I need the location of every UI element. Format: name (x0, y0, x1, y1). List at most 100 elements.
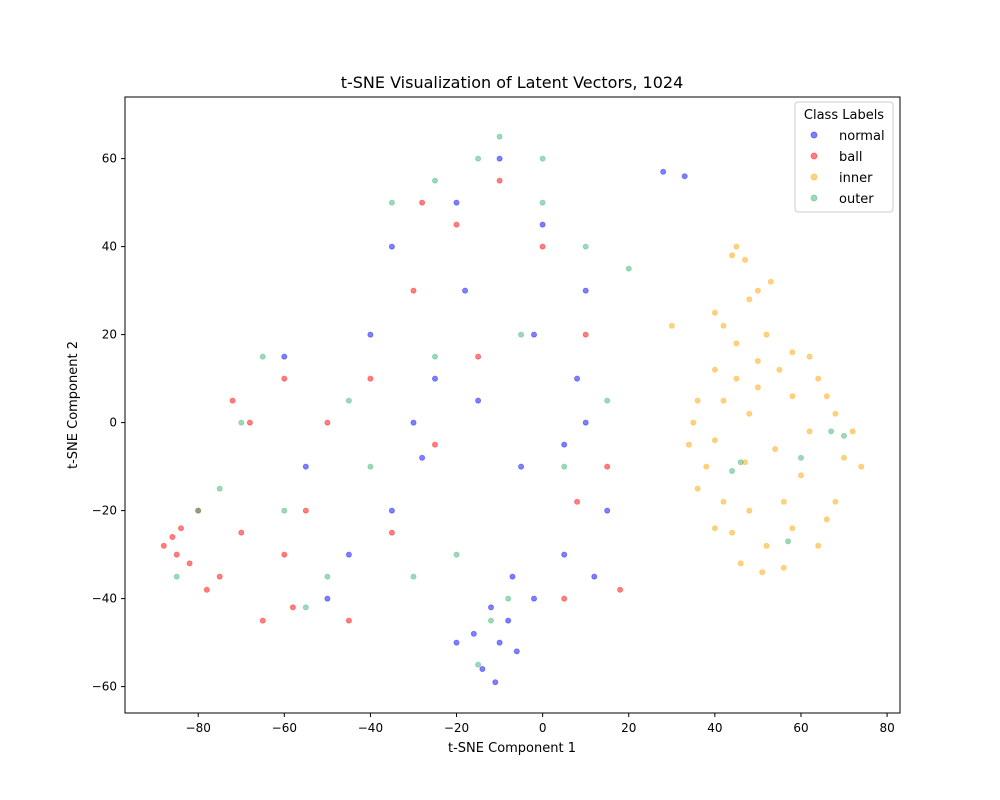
point-normal (604, 507, 611, 514)
point-outer (195, 507, 202, 514)
point-ball (574, 498, 581, 505)
point-ball (475, 353, 482, 360)
point-outer (259, 353, 266, 360)
point-normal (410, 419, 417, 426)
point-outer (496, 133, 503, 140)
x-tick-label: −60 (272, 721, 297, 735)
point-outer (729, 467, 736, 474)
point-normal (531, 331, 538, 338)
x-tick-label: −80 (186, 721, 211, 735)
point-normal (367, 331, 374, 338)
point-inner (711, 525, 718, 532)
y-tick-label: 20 (102, 328, 117, 342)
point-inner (668, 322, 675, 329)
point-ball (496, 177, 503, 184)
point-inner (823, 516, 830, 523)
x-tick-label: 20 (621, 721, 636, 735)
point-outer (539, 155, 546, 162)
point-ball (216, 573, 223, 580)
point-inner (789, 525, 796, 532)
x-axis-label: t-SNE Component 1 (448, 741, 576, 756)
point-inner (841, 454, 848, 461)
point-ball (281, 551, 288, 558)
x-tick-label: 40 (707, 721, 722, 735)
point-normal (345, 551, 352, 558)
axes-frame (124, 96, 901, 714)
point-normal (302, 463, 309, 470)
point-ball (604, 463, 611, 470)
point-ball (617, 586, 624, 593)
point-outer (475, 155, 482, 162)
point-normal (475, 397, 482, 404)
point-ball (289, 604, 296, 611)
y-axis-label: t-SNE Component 2 (66, 341, 81, 469)
point-inner (742, 256, 749, 263)
point-inner (767, 278, 774, 285)
point-inner (694, 397, 701, 404)
point-inner (754, 384, 761, 391)
point-outer (281, 507, 288, 514)
point-normal (496, 639, 503, 646)
point-inner (703, 463, 710, 470)
point-normal (388, 243, 395, 250)
point-normal (479, 666, 486, 673)
point-inner (858, 463, 865, 470)
point-ball (186, 560, 193, 567)
point-inner (733, 340, 740, 347)
x-tick-label: −20 (444, 721, 469, 735)
point-ball (388, 529, 395, 536)
legend-marker-normal (810, 131, 818, 139)
point-inner (754, 357, 761, 364)
point-outer (345, 397, 352, 404)
point-ball (173, 551, 180, 558)
y-tick-label: 0 (109, 416, 117, 430)
point-inner (806, 353, 813, 360)
legend-label-normal: normal (839, 129, 885, 144)
point-outer (785, 538, 792, 545)
point-inner (711, 437, 718, 444)
point-outer (410, 573, 417, 580)
point-inner (737, 560, 744, 567)
point-normal (453, 639, 460, 646)
point-outer (173, 573, 180, 580)
point-normal (681, 173, 688, 180)
point-inner (711, 309, 718, 316)
point-outer (737, 459, 744, 466)
point-outer (475, 661, 482, 668)
point-inner (733, 375, 740, 382)
point-outer (453, 551, 460, 558)
point-inner (746, 507, 753, 514)
point-normal (419, 454, 426, 461)
point-inner (720, 397, 727, 404)
y-tick-label: −40 (92, 592, 117, 606)
point-outer (302, 604, 309, 611)
point-outer (798, 454, 805, 461)
point-ball (302, 507, 309, 514)
point-normal (492, 679, 499, 686)
x-tick-label: 80 (879, 721, 894, 735)
point-normal (431, 375, 438, 382)
point-normal (518, 463, 525, 470)
point-inner (733, 243, 740, 250)
point-ball (259, 617, 266, 624)
point-inner (720, 498, 727, 505)
legend-label-inner: inner (839, 171, 873, 186)
point-normal (582, 287, 589, 294)
point-outer (505, 595, 512, 602)
point-outer (582, 243, 589, 250)
point-outer (487, 617, 494, 624)
point-normal (660, 168, 667, 175)
point-outer (604, 397, 611, 404)
point-normal (509, 573, 516, 580)
x-axis: −80 −60 −40 −20 0 20 40 60 80 (186, 713, 895, 735)
point-outer (324, 573, 331, 580)
point-outer (841, 432, 848, 439)
point-inner (798, 472, 805, 479)
point-inner (789, 393, 796, 400)
point-inner (686, 441, 693, 448)
point-inner (815, 375, 822, 382)
point-outer (431, 353, 438, 360)
point-ball (203, 586, 210, 593)
point-ball (410, 287, 417, 294)
legend-marker-ball (810, 152, 818, 160)
